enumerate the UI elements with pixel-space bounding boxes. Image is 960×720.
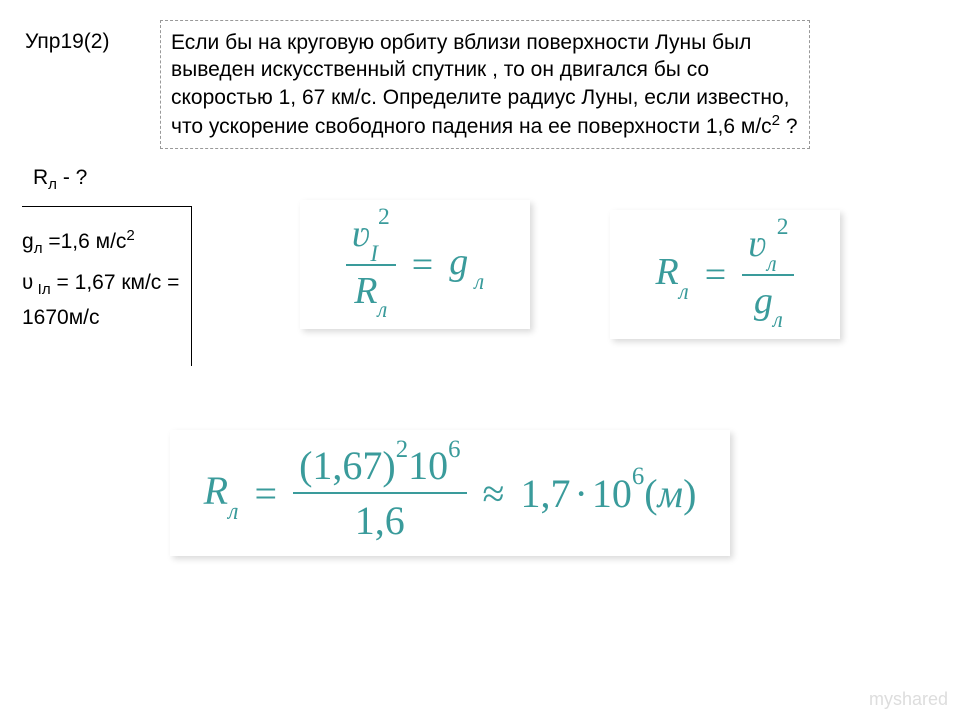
f1-rhs: gл (449, 240, 484, 289)
formula2-fraction: ʋл2 gл (742, 222, 794, 327)
exercise-label: Упр19(2) (25, 30, 109, 54)
f1-rhs-var: g (449, 241, 468, 283)
f3-res-ten: 10 (592, 471, 632, 516)
problem-unit-sup: 2 (772, 112, 780, 129)
watermark: myshared (869, 689, 948, 710)
given-v-eq: = 1,67 км/с = 1670м/с (22, 271, 179, 329)
given-box: gл =1,6 м/с2 ʋ Iл = 1,67 км/с = 1670м/с (22, 206, 192, 366)
f3-result: 1,7·106(м) (520, 470, 696, 517)
f3-res-dot: · (574, 471, 587, 516)
problem-tail: ? (780, 115, 798, 138)
given-v-line: ʋ Iл = 1,67 км/с = 1670м/с (22, 267, 185, 333)
f1-den-sub: л (377, 297, 387, 322)
equals-sign: = (412, 243, 433, 287)
f2-num-sub: л (767, 251, 777, 276)
f3-paren-close: ) (382, 443, 395, 488)
f2-den-sub: л (773, 307, 783, 332)
given-g-eq: =1,6 м/с (43, 230, 127, 253)
f3-lhs-var: R (204, 468, 228, 513)
given-g-unitsup: 2 (126, 227, 134, 244)
find-suffix: - ? (57, 166, 87, 189)
f2-den-var: g (754, 280, 773, 322)
given-g-symbol: g (22, 230, 34, 253)
f3-lhs-sub: л (228, 499, 238, 525)
f3-base-val: 1,67 (312, 443, 382, 488)
f3-den-val: 1,6 (355, 498, 405, 543)
equals-sign: = (255, 470, 278, 517)
f2-num-var: ʋ (748, 223, 767, 265)
f3-res-coef: 1,7 (520, 471, 570, 516)
f3-lhs: Rл (204, 467, 239, 520)
problem-statement-box: Если бы на круговую орбиту вблизи поверх… (160, 20, 810, 149)
formula3-fraction: (1,67)2106 1,6 (293, 442, 466, 544)
given-g-sub: л (34, 240, 43, 257)
find-label: Rл - ? (33, 166, 87, 193)
f3-unit-close: ) (683, 471, 696, 516)
find-subscript: л (48, 176, 57, 193)
formula-3: Rл = (1,67)2106 1,6 ≈ 1,7·106(м) (170, 430, 730, 556)
given-v-sub: Iл (33, 281, 50, 298)
equals-sign: = (705, 253, 726, 297)
formula-2: Rл = ʋл2 gл (610, 210, 840, 339)
approx-sign: ≈ (483, 470, 505, 517)
f3-paren-open: ( (299, 443, 312, 488)
f1-den-var: R (354, 270, 377, 312)
find-symbol: R (33, 166, 48, 189)
problem-text: Если бы на круговую орбиту вблизи поверх… (171, 31, 790, 138)
f1-num-sub: I (370, 241, 378, 266)
given-v-symbol: ʋ (22, 271, 33, 294)
f2-lhs-sub: л (679, 279, 689, 304)
given-g-line: gл =1,6 м/с2 (22, 225, 185, 261)
f3-base-sup: 2 (396, 436, 408, 463)
f2-lhs: Rл (656, 250, 689, 299)
f1-num-sup: 2 (378, 204, 390, 230)
f3-unit-open: ( (644, 471, 657, 516)
f1-num-var: ʋ (352, 213, 371, 255)
f3-unit: м (658, 471, 684, 516)
f3-ten-sup: 6 (448, 436, 460, 463)
f2-num-sup: 2 (777, 214, 789, 240)
f3-ten: 10 (408, 443, 448, 488)
formula-1: ʋI2 Rл = gл (300, 200, 530, 329)
f2-lhs-var: R (656, 251, 679, 293)
formula1-fraction: ʋI2 Rл (346, 212, 396, 317)
f3-res-ten-sup: 6 (632, 463, 644, 490)
f1-rhs-sub: л (474, 269, 484, 294)
